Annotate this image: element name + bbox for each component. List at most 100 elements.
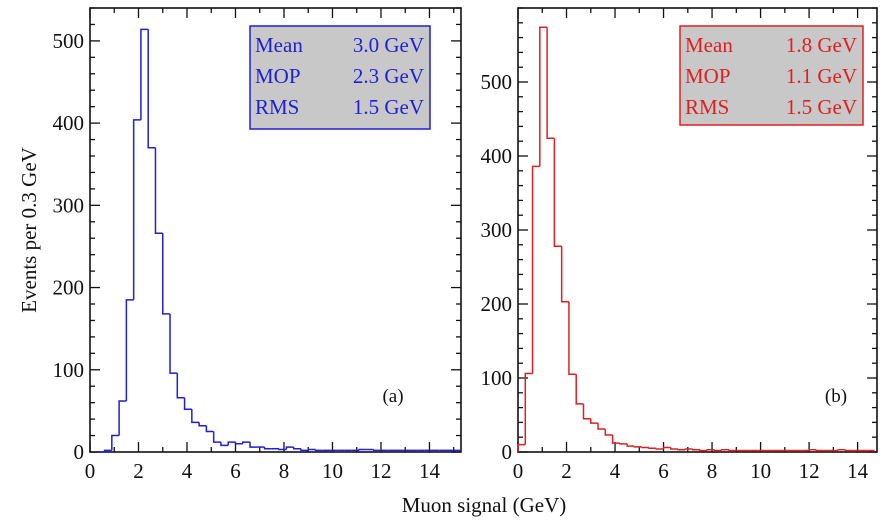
histogram-bin: [118, 400, 127, 436]
y-tick-label: 300: [481, 218, 513, 242]
histogram-bin: [808, 449, 817, 451]
y-tick-label: 0: [74, 440, 85, 464]
histogram-bin: [844, 449, 853, 452]
histogram-bin: [568, 301, 577, 376]
stat-value: 2.3 GeV: [353, 64, 424, 88]
stat-label: MOP: [685, 64, 731, 88]
x-tick-label: 12: [370, 459, 391, 483]
histogram-bin: [626, 443, 635, 447]
histogram-bin: [307, 448, 316, 451]
histogram-bin: [619, 443, 628, 445]
histogram-bin: [212, 431, 221, 443]
x-tick-label: 6: [230, 459, 241, 483]
histogram-bin: [111, 434, 120, 451]
x-tick-label: 6: [658, 459, 669, 483]
stats-box: [679, 25, 864, 126]
histogram-bin: [655, 448, 664, 450]
histogram-bin: [278, 448, 287, 451]
histogram-bin: [706, 449, 715, 451]
stat-value: 1.1 GeV: [786, 64, 857, 88]
histogram-bin: [662, 446, 671, 450]
histogram-bin: [597, 423, 606, 430]
x-tick-label: 2: [561, 459, 572, 483]
histogram-bin: [517, 443, 526, 452]
panel-label: (a): [382, 386, 403, 407]
histogram-bin: [648, 447, 657, 450]
histogram-bin: [220, 442, 229, 447]
stats-box: [249, 25, 431, 130]
histogram-bin: [154, 147, 163, 235]
stat-label: Mean: [685, 33, 733, 57]
stat-label: Mean: [255, 33, 303, 57]
histogram-bin: [670, 447, 679, 450]
histogram-bin: [684, 448, 693, 450]
histogram-bin: [546, 27, 555, 139]
y-tick-label: 100: [53, 358, 85, 382]
x-tick-label: 14: [847, 459, 869, 483]
histogram-bin: [539, 26, 548, 167]
y-tick-label: 400: [53, 111, 85, 135]
histogram-bin: [285, 446, 294, 450]
y-tick-label: 100: [481, 366, 513, 390]
histogram-bin: [575, 374, 584, 405]
histogram-bin: [140, 28, 149, 120]
panel-label: (b): [825, 386, 847, 407]
x-tick-label: 0: [85, 459, 96, 483]
histogram-bin: [677, 449, 686, 451]
histogram-bin: [125, 299, 134, 402]
histogram-panel-a: 0 2 4 6 8 10 12 14 0 100 200 300 400 500 Mean 3.0 GeV MO…: [53, 7, 462, 483]
histogram-bin: [191, 409, 200, 424]
histogram-bin: [633, 446, 642, 448]
x-tick-label: 0: [513, 459, 524, 483]
histogram-bin: [263, 447, 272, 450]
y-tick-label: 500: [481, 70, 513, 94]
y-tick-label: 400: [481, 144, 513, 168]
y-tick-label: 200: [481, 292, 513, 316]
y-tick-label: 200: [53, 276, 85, 300]
histogram-bin: [531, 165, 540, 374]
histogram-bin: [815, 449, 824, 452]
histogram-bin: [582, 403, 591, 420]
histogram-bin: [553, 138, 562, 248]
histogram-bin: [147, 29, 156, 149]
plot-frame: [89, 7, 462, 453]
histogram-bin: [713, 449, 722, 452]
histogram-bin: [161, 233, 171, 315]
histogram-bin: [169, 313, 178, 374]
x-tick-label: 14: [419, 459, 441, 483]
stat-label: MOP: [255, 64, 301, 88]
y-tick-label: 300: [53, 193, 85, 217]
stat-label: RMS: [685, 95, 729, 119]
histogram-bin: [691, 449, 700, 451]
stat-value: 1.8 GeV: [786, 33, 857, 57]
histogram-bin: [103, 449, 112, 452]
histogram-bin: [728, 449, 737, 452]
histogram-bin: [372, 449, 381, 452]
histogram-panel-b: 0 2 4 6 8 10 12 14 0 100 200 300 400 500 Mean 1.8 GeV MO…: [481, 7, 878, 483]
x-tick-label: 4: [610, 459, 621, 483]
histogram-bin: [234, 442, 243, 445]
histogram-bin: [604, 429, 613, 436]
histogram-series: [97, 28, 461, 453]
histogram-bin: [292, 447, 301, 450]
x-tick-label: 12: [799, 459, 820, 483]
histogram-series: [517, 26, 875, 452]
histogram-bin: [314, 449, 323, 452]
histogram-bin: [721, 449, 730, 451]
histogram-bin: [300, 448, 309, 452]
histogram-bin: [590, 418, 599, 424]
histogram-bin: [611, 434, 620, 444]
histogram-bin: [249, 442, 258, 448]
histogram-bin: [560, 246, 569, 303]
x-tick-label: 8: [707, 459, 718, 483]
x-tick-label: 2: [133, 459, 144, 483]
histogram-bin: [837, 449, 846, 451]
histogram-bin: [242, 441, 251, 444]
histogram-bin: [132, 119, 141, 300]
stat-label: RMS: [255, 95, 299, 119]
histogram-bin: [699, 449, 708, 452]
y-axis-title: Events per 0.3 GeV: [17, 147, 41, 313]
histogram-bin: [198, 422, 207, 427]
histogram-bin: [176, 373, 185, 399]
histogram-bin: [524, 372, 533, 445]
